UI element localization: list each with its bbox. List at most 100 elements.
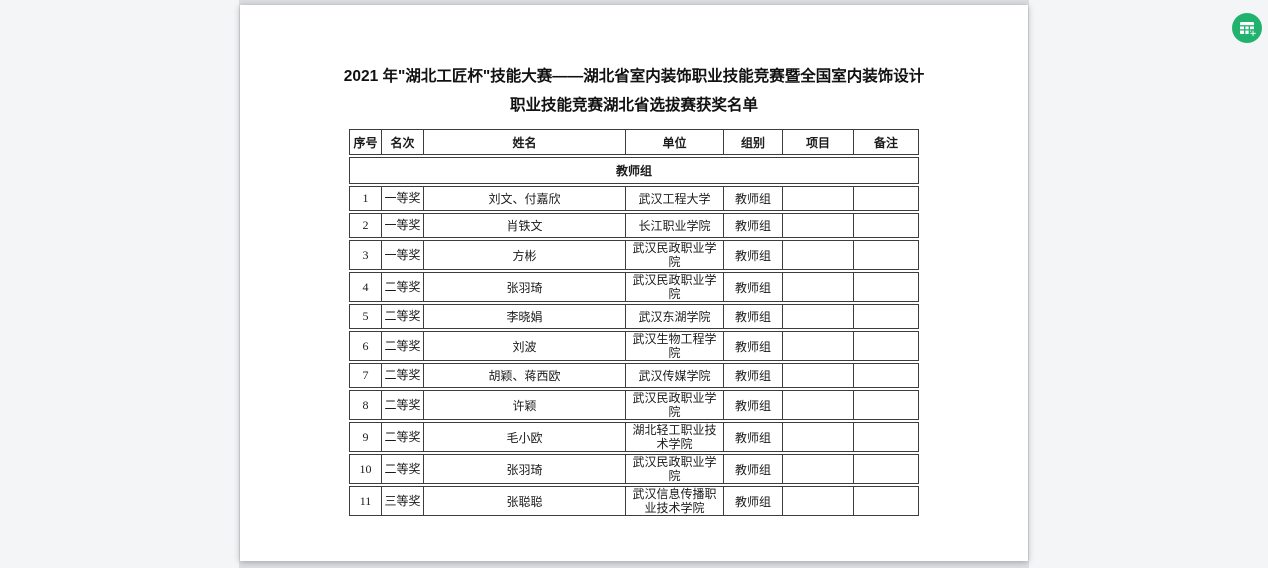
table-row: 10 二等奖 张羽琦 武汉民政职业学院 教师组: [349, 454, 919, 484]
table-row: 11 三等奖 张聪聪 武汉信息传播职业技术学院 教师组: [349, 486, 919, 516]
cell-unit: 武汉民政职业学院: [626, 454, 724, 484]
cell-name: 许颖: [424, 390, 626, 420]
table-row: 6 二等奖 刘波 武汉生物工程学院 教师组: [349, 331, 919, 361]
cell-remark: [854, 363, 919, 388]
cell-remark: [854, 331, 919, 361]
cell-name: 张羽琦: [424, 272, 626, 302]
table-row: 8 二等奖 许颖 武汉民政职业学院 教师组: [349, 390, 919, 420]
column-header-group: 组别: [724, 129, 783, 155]
table-add-icon: [1232, 13, 1262, 43]
column-header-name: 姓名: [424, 129, 626, 155]
column-header-remark: 备注: [854, 129, 919, 155]
document-viewer-canvas: 2021 年"湖北工匠杯"技能大赛——湖北省室内装饰职业技能竞赛暨全国室内装饰设…: [239, 0, 1029, 568]
cell-project: [783, 331, 854, 361]
export-table-button[interactable]: [1232, 13, 1262, 43]
cell-unit: 武汉生物工程学院: [626, 331, 724, 361]
cell-remark: [854, 422, 919, 452]
cell-project: [783, 454, 854, 484]
cell-project: [783, 363, 854, 388]
cell-remark: [854, 186, 919, 211]
cell-remark: [854, 304, 919, 329]
cell-group: 教师组: [724, 272, 783, 302]
cell-group: 教师组: [724, 454, 783, 484]
cell-name: 毛小欧: [424, 422, 626, 452]
cell-rank: 二等奖: [382, 363, 424, 388]
group-header-cell: 教师组: [349, 157, 919, 184]
cell-no: 7: [349, 363, 382, 388]
cell-group: 教师组: [724, 186, 783, 211]
cell-group: 教师组: [724, 422, 783, 452]
cell-group: 教师组: [724, 390, 783, 420]
cell-rank: 二等奖: [382, 272, 424, 302]
cell-unit: 武汉工程大学: [626, 186, 724, 211]
cell-rank: 二等奖: [382, 390, 424, 420]
cell-rank: 一等奖: [382, 240, 424, 270]
cell-rank: 二等奖: [382, 304, 424, 329]
cell-remark: [854, 454, 919, 484]
awards-table-body: 教师组 1 一等奖 刘文、付嘉欣 武汉工程大学 教师组 2 一等奖 肖铁文 长江…: [349, 157, 919, 516]
cell-no: 11: [349, 486, 382, 516]
cell-unit: 武汉民政职业学院: [626, 272, 724, 302]
cell-project: [783, 486, 854, 516]
cell-name: 刘文、付嘉欣: [424, 186, 626, 211]
cell-project: [783, 390, 854, 420]
cell-rank: 三等奖: [382, 486, 424, 516]
table-row: 9 二等奖 毛小欧 湖北轻工职业技术学院 教师组: [349, 422, 919, 452]
cell-unit: 武汉传媒学院: [626, 363, 724, 388]
cell-project: [783, 240, 854, 270]
cell-no: 3: [349, 240, 382, 270]
column-header-project: 项目: [783, 129, 854, 155]
awards-table: 序号 名次 姓名 单位 组别 项目 备注 教师组 1 一等奖 刘文、付嘉欣 武汉…: [349, 127, 919, 518]
column-header-rank: 名次: [382, 129, 424, 155]
cell-unit: 武汉民政职业学院: [626, 390, 724, 420]
cell-no: 1: [349, 186, 382, 211]
cell-name: 肖铁文: [424, 213, 626, 238]
cell-no: 2: [349, 213, 382, 238]
cell-rank: 二等奖: [382, 422, 424, 452]
cell-rank: 一等奖: [382, 186, 424, 211]
document-title-line-1: 2021 年"湖北工匠杯"技能大赛——湖北省室内装饰职业技能竞赛暨全国室内装饰设…: [343, 68, 925, 85]
cell-project: [783, 304, 854, 329]
cell-name: 方彬: [424, 240, 626, 270]
column-header-unit: 单位: [626, 129, 724, 155]
cell-unit: 武汉信息传播职业技术学院: [626, 486, 724, 516]
cell-unit: 武汉民政职业学院: [626, 240, 724, 270]
cell-project: [783, 272, 854, 302]
cell-name: 胡颖、蒋西欧: [424, 363, 626, 388]
table-row: 4 二等奖 张羽琦 武汉民政职业学院 教师组: [349, 272, 919, 302]
cell-unit: 武汉东湖学院: [626, 304, 724, 329]
document-title: 2021 年"湖北工匠杯"技能大赛——湖北省室内装饰职业技能竞赛暨全国室内装饰设…: [280, 62, 988, 120]
table-row: 2 一等奖 肖铁文 长江职业学院 教师组: [349, 213, 919, 238]
cell-group: 教师组: [724, 363, 783, 388]
cell-group: 教师组: [724, 331, 783, 361]
cell-name: 李晓娟: [424, 304, 626, 329]
cell-no: 6: [349, 331, 382, 361]
document-title-line-2: 职业技能竞赛湖北省选拔赛获奖名单: [509, 97, 758, 114]
cell-project: [783, 422, 854, 452]
cell-no: 10: [349, 454, 382, 484]
cell-group: 教师组: [724, 240, 783, 270]
cell-name: 张聪聪: [424, 486, 626, 516]
cell-rank: 一等奖: [382, 213, 424, 238]
cell-remark: [854, 486, 919, 516]
table-row: 7 二等奖 胡颖、蒋西欧 武汉传媒学院 教师组: [349, 363, 919, 388]
cell-remark: [854, 213, 919, 238]
cell-no: 4: [349, 272, 382, 302]
header-row: 序号 名次 姓名 单位 组别 项目 备注: [349, 129, 919, 155]
cell-group: 教师组: [724, 486, 783, 516]
cell-remark: [854, 272, 919, 302]
table-row: 3 一等奖 方彬 武汉民政职业学院 教师组: [349, 240, 919, 270]
cell-project: [783, 213, 854, 238]
awards-table-header: 序号 名次 姓名 单位 组别 项目 备注: [349, 129, 919, 155]
cell-no: 8: [349, 390, 382, 420]
cell-project: [783, 186, 854, 211]
cell-remark: [854, 240, 919, 270]
cell-group: 教师组: [724, 304, 783, 329]
document-page: 2021 年"湖北工匠杯"技能大赛——湖北省室内装饰职业技能竞赛暨全国室内装饰设…: [240, 5, 1028, 561]
group-header-row: 教师组: [349, 157, 919, 184]
cell-group: 教师组: [724, 213, 783, 238]
cell-unit: 长江职业学院: [626, 213, 724, 238]
cell-rank: 二等奖: [382, 331, 424, 361]
cell-no: 5: [349, 304, 382, 329]
cell-remark: [854, 390, 919, 420]
